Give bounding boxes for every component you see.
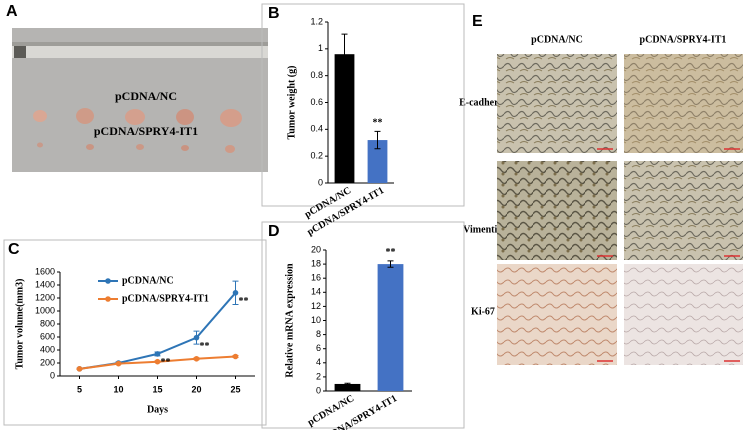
panel-letter: D [268, 223, 280, 240]
x-tick-label: 5 [77, 384, 82, 394]
y-tick-label: 200 [40, 357, 55, 367]
point [154, 358, 161, 365]
error-bar [374, 130, 381, 150]
bar [377, 264, 404, 391]
panel-letter: E [472, 13, 483, 30]
panel-letter: A [6, 3, 18, 20]
annotation: ** [239, 296, 249, 307]
y-tick-label: 18 [311, 258, 321, 268]
y-tick-label: 10 [311, 315, 321, 325]
annotation: ** [386, 247, 396, 258]
y-tick-label: 1600 [35, 266, 55, 276]
bar [334, 383, 361, 391]
y-tick-label: 14 [311, 287, 321, 297]
x-tick-label: 15 [152, 384, 162, 394]
y-tick-label: 1.2 [310, 16, 323, 26]
y-tick-label: 16 [311, 273, 321, 283]
panel-frame [261, 221, 465, 429]
annotation: ** [200, 341, 210, 352]
y-tick-label: 4 [316, 357, 321, 367]
y-tick-label: 20 [311, 244, 321, 254]
panel-letter: B [268, 5, 280, 22]
point [115, 360, 122, 367]
ihc-images [497, 54, 743, 365]
legend-label: pCDNA/SPRY4-IT1 [122, 293, 209, 304]
annotation: ** [161, 357, 171, 368]
y-tick-label: 0.4 [310, 124, 323, 134]
y-tick-label: 400 [40, 344, 55, 354]
y-tick-label: 0 [316, 385, 321, 395]
y-tick-label: 2 [316, 371, 321, 381]
row-label: Ki-67 [471, 306, 495, 317]
error-bar [344, 382, 351, 386]
error-bar [341, 33, 348, 75]
row-label: E-cadherin [459, 97, 507, 108]
column-header: pCDNA/SPRY4-IT1 [640, 34, 727, 45]
x-tick-label: 25 [230, 384, 240, 394]
point [232, 290, 239, 296]
bar [367, 140, 388, 183]
y-tick-label: 0.8 [310, 70, 323, 80]
point [232, 353, 239, 360]
y-tick-label: 1200 [35, 292, 55, 302]
y-tick-label: 8 [316, 329, 321, 339]
y-tick-label: 1400 [35, 279, 55, 289]
error-bar [387, 260, 394, 268]
photo-label: pCDNA/SPRY4-IT1 [94, 124, 198, 138]
row-label: Vimentin [463, 224, 503, 235]
y-tick-label: 12 [311, 301, 321, 311]
point [193, 334, 200, 341]
y-tick-label: 800 [40, 318, 55, 328]
y-axis-label: Tumor weight (g) [286, 66, 297, 140]
y-tick-label: 0 [50, 370, 55, 380]
point [193, 355, 200, 362]
y-tick-label: 1000 [35, 305, 55, 315]
annotation: ** [373, 118, 383, 129]
point [154, 351, 161, 357]
panel-frame [261, 3, 465, 207]
x-tick-label: 10 [113, 384, 123, 394]
y-axis-label: Relative mRNA expression [284, 263, 295, 378]
photo-label: pCDNA/NC [115, 89, 177, 103]
bar [334, 54, 355, 184]
y-tick-label: 0.6 [310, 97, 323, 107]
y-axis-label: Tumor volume(mm3) [14, 279, 25, 370]
y-tick-label: 6 [316, 343, 321, 353]
x-tick-label: 20 [191, 384, 201, 394]
y-tick-label: 0.2 [310, 151, 323, 161]
y-tick-label: 0 [318, 177, 323, 187]
point [76, 366, 83, 372]
legend-marker [105, 278, 111, 284]
column-header: pCDNA/NC [531, 34, 583, 45]
y-tick-label: 600 [40, 331, 55, 341]
legend-marker [105, 296, 111, 302]
x-axis-label: Days [147, 404, 168, 415]
tumor-photo [12, 28, 268, 172]
panel-letter: C [8, 241, 20, 258]
panel-frame [3, 239, 267, 426]
legend-label: pCDNA/NC [122, 275, 174, 286]
y-tick-label: 1 [318, 43, 323, 53]
